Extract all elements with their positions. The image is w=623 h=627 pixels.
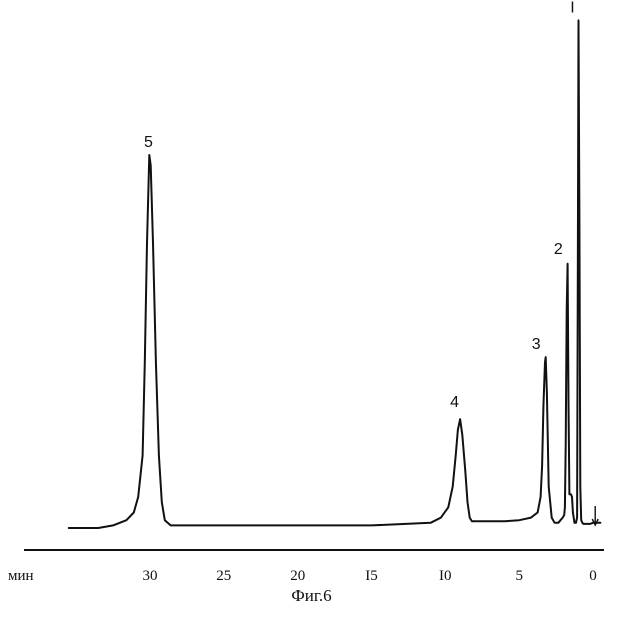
peak-label-4: 4 <box>450 394 459 411</box>
x-tick-label: 0 <box>589 568 597 584</box>
x-tick-label: I0 <box>439 568 452 584</box>
x-tick-label: 5 <box>515 568 523 584</box>
trace-layer <box>69 20 601 528</box>
peak-label-I: I <box>570 0 574 16</box>
x-axis-ticks: 30 25 20 I5 I0 5 0 <box>143 568 597 584</box>
x-tick-label: 20 <box>290 568 305 584</box>
peak-labels: I 2 3 4 5 <box>144 0 575 411</box>
peak-label-2: 2 <box>554 241 563 258</box>
peak-label-5: 5 <box>144 134 153 151</box>
x-tick-label: 25 <box>216 568 231 584</box>
x-axis-unit-label: мин <box>8 568 34 584</box>
injection-arrow-icon <box>592 506 598 525</box>
x-tick-label: I5 <box>365 568 378 584</box>
x-tick-label: 30 <box>143 568 158 584</box>
chromatogram-trace <box>69 20 601 528</box>
figure-caption: Фиг.6 <box>0 586 623 606</box>
peak-label-3: 3 <box>532 336 541 353</box>
injection-marker-group <box>592 506 598 525</box>
